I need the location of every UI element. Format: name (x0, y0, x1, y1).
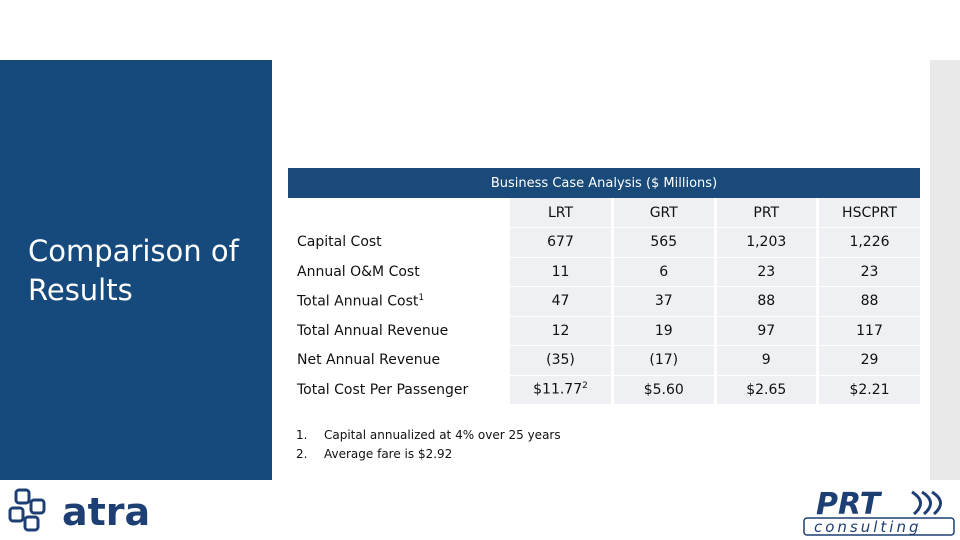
table-row: Annual O&M Cost 11 6 23 23 (288, 257, 920, 287)
table-row: Capital Cost 677 565 1,203 1,226 (288, 227, 920, 257)
cell-value: $5.60 (611, 375, 715, 405)
cell-value: $11.772 (510, 375, 613, 405)
footnote-text: Capital annualized at 4% over 25 years (324, 428, 561, 442)
table-row: Total Annual Cost1 47 37 88 88 (288, 286, 920, 316)
cell-value: 9 (713, 345, 818, 375)
results-table: LRT GRT PRT HSCPRT Capital Cost 677 565 … (288, 198, 920, 405)
right-edge-strip (930, 60, 960, 480)
table-header-row: LRT GRT PRT HSCPRT (288, 198, 920, 228)
row-label: Capital Cost (288, 227, 510, 257)
cell-value: (17) (611, 345, 715, 375)
row-label-text: Total Annual Cost (297, 293, 419, 310)
atra-logo-mark-icon (8, 488, 46, 532)
cell-value: 117 (816, 316, 920, 346)
column-header-blank (288, 198, 510, 228)
cell-value: 1,226 (816, 227, 920, 257)
cell-value-text: $11.77 (533, 382, 583, 399)
table-row: Total Cost Per Passenger $11.772 $5.60 $… (288, 375, 920, 405)
row-label: Total Annual Revenue (288, 316, 510, 346)
footnote: 2. Average fare is $2.92 (296, 445, 561, 464)
cell-value: 37 (611, 286, 715, 316)
footnote: 1. Capital annualized at 4% over 25 year… (296, 426, 561, 445)
cell-value: (35) (510, 345, 613, 375)
column-header-prt: PRT (713, 198, 818, 228)
row-label: Net Annual Revenue (288, 345, 510, 375)
footnote-ref: 2 (582, 381, 588, 392)
column-header-grt: GRT (611, 198, 715, 228)
footnote-text: Average fare is $2.92 (324, 447, 453, 461)
atra-logo: atra (8, 488, 150, 534)
prt-consulting-logo: PRT consulting (803, 487, 955, 536)
table-row: Net Annual Revenue (35) (17) 9 29 (288, 345, 920, 375)
column-header-lrt: LRT (510, 198, 613, 228)
title-panel (0, 60, 272, 480)
slide-title: Comparison of Results (28, 234, 239, 307)
footnote-ref: 1 (418, 292, 425, 303)
row-label: Total Cost Per Passenger (288, 375, 510, 405)
atra-logo-text: atra (62, 490, 150, 534)
cell-value: 19 (611, 316, 715, 346)
cell-value: 1,203 (713, 227, 818, 257)
cell-value: 23 (816, 257, 920, 287)
cell-value: 88 (816, 286, 920, 316)
cell-value: 88 (713, 286, 818, 316)
cell-value: 29 (816, 345, 920, 375)
cell-value: $2.65 (713, 375, 818, 405)
prt-logo-swoosh-icon (911, 490, 942, 516)
footnote-number: 1. (296, 428, 308, 442)
footnote-number: 2. (296, 447, 308, 461)
business-case-table: Business Case Analysis ($ Millions) LRT … (288, 168, 920, 405)
row-label: Annual O&M Cost (288, 257, 510, 287)
cell-value: 6 (611, 257, 715, 287)
footnotes: 1. Capital annualized at 4% over 25 year… (296, 426, 561, 464)
cell-value: 565 (611, 227, 715, 257)
cell-value: 677 (510, 227, 613, 257)
table-row: Total Annual Revenue 12 19 97 117 (288, 316, 920, 346)
row-label: Total Annual Cost1 (288, 286, 510, 316)
prt-logo-subtext: consulting (814, 518, 922, 536)
cell-value: 23 (713, 257, 818, 287)
cell-value: 11 (510, 257, 613, 287)
cell-value: $2.21 (816, 375, 920, 405)
column-header-hscprt: HSCPRT (816, 198, 920, 228)
cell-value: 47 (510, 286, 613, 316)
table-caption: Business Case Analysis ($ Millions) (288, 168, 920, 198)
prt-logo-text: PRT (816, 487, 883, 522)
cell-value: 97 (713, 316, 818, 346)
cell-value: 12 (510, 316, 613, 346)
